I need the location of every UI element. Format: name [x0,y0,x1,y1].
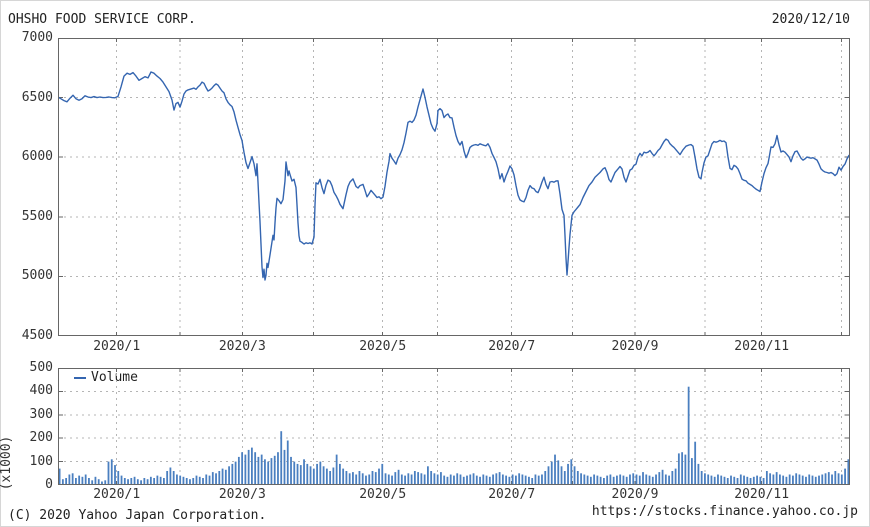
x-tick-label: 2020/7 [488,339,536,354]
x-tick-label: 2020/1 [93,487,141,502]
x-tick-label: 2020/1 [93,339,141,354]
volume-legend-label: Volume [91,370,138,385]
chart-date: 2020/12/10 [771,12,850,27]
x-tick-label: 2020/5 [359,487,407,502]
chart-title: OHSHO FOOD SERVICE CORP. [8,12,196,27]
y-tick-label: 400 [29,383,53,399]
y-tick-label: 200 [29,430,53,446]
footer-url: https://stocks.finance.yahoo.co.jp [591,504,858,519]
price-plot [58,38,850,336]
y-tick-label: 5000 [21,268,53,284]
y-tick-label: 300 [29,406,53,422]
y-tick-label: 6000 [21,149,53,165]
volume-legend-line-icon [74,377,86,379]
x-tick-label: 2020/3 [218,339,266,354]
y-tick-label: 500 [29,360,53,375]
y-tick-label: 6500 [21,89,53,105]
x-tick-label: 2020/9 [611,339,659,354]
y-tick-label: 7000 [21,30,53,45]
y-tick-label: 0 [45,477,53,492]
x-tick-label: 2020/7 [488,487,536,502]
volume-plot [58,368,850,485]
y-tick-label: 5500 [21,208,53,224]
x-tick-label: 2020/5 [359,339,407,354]
footer-copyright: (C) 2020 Yahoo Japan Corporation. [8,508,267,523]
x-tick-label: 2020/11 [734,487,790,502]
x-tick-label: 2020/3 [218,487,266,502]
x-tick-label: 2020/9 [611,487,659,502]
x-tick-label: 2020/11 [734,339,790,354]
y-tick-label: 100 [29,453,53,469]
y-tick-label: 4500 [21,328,53,343]
